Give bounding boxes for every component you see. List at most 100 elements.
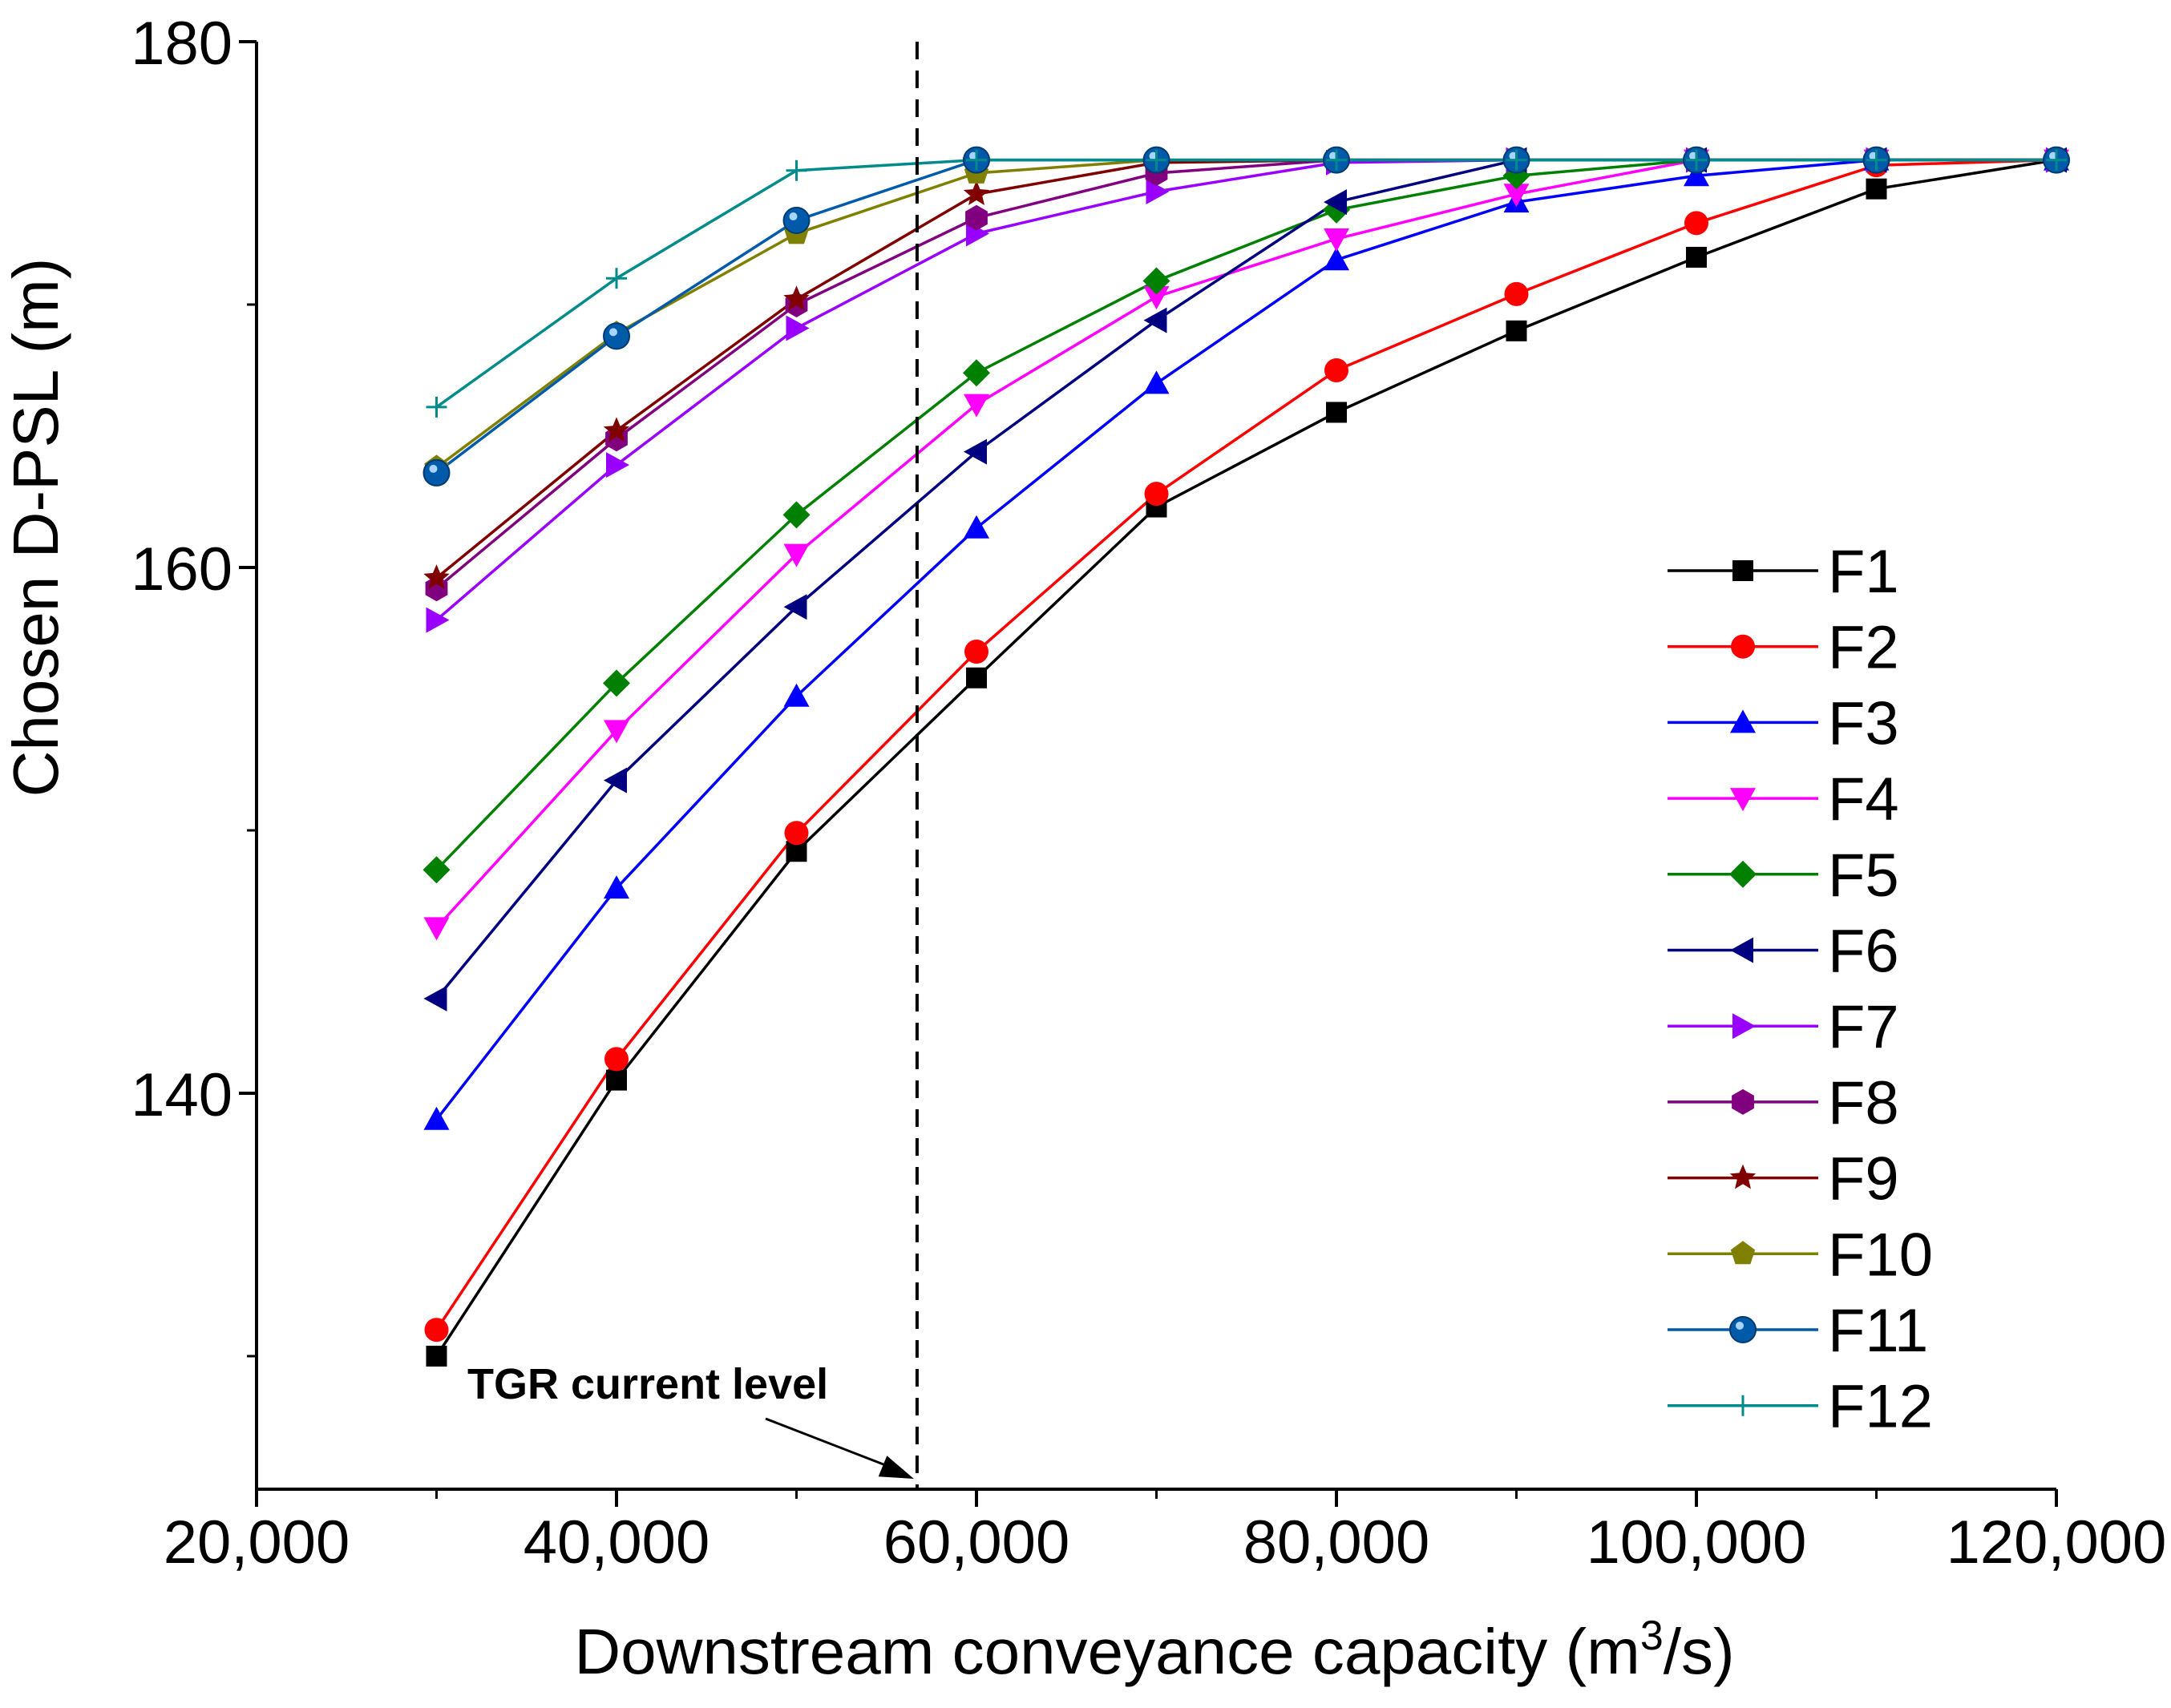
y-tick-label: 140 — [131, 1061, 232, 1129]
x-tick-label: 100,000 — [1587, 1508, 1807, 1577]
data-point-f6 — [964, 438, 987, 465]
data-point-f11 — [782, 207, 811, 235]
data-point-f12 — [1146, 149, 1167, 171]
legend-item-f1: F1 — [1668, 538, 1899, 606]
data-point-f3 — [1684, 163, 1709, 187]
data-point-f1 — [966, 667, 987, 688]
data-point-f12 — [2046, 149, 2067, 171]
data-point-f2 — [784, 821, 809, 846]
data-point-f12 — [606, 268, 627, 289]
data-point-f7 — [426, 607, 450, 633]
legend-label: F12 — [1828, 1373, 1933, 1441]
data-point-f12 — [1326, 149, 1347, 171]
legend-marker-f7 — [1732, 1013, 1756, 1040]
legend-label: F8 — [1828, 1069, 1899, 1137]
data-point-f12 — [426, 396, 447, 418]
data-point-f4 — [604, 720, 629, 744]
data-point-f6 — [604, 767, 627, 793]
data-point-f4 — [1503, 184, 1530, 208]
series-line-f3 — [435, 158, 2056, 1120]
data-point-f5 — [603, 669, 630, 697]
legend-label: F2 — [1828, 614, 1899, 682]
data-point-f5 — [963, 359, 990, 387]
legend-marker-f4 — [1730, 788, 1756, 812]
x-tick-label: 80,000 — [1243, 1508, 1429, 1577]
data-point-f5 — [782, 501, 811, 529]
data-point-f4 — [964, 394, 989, 418]
legend-marker-f3 — [1730, 709, 1756, 733]
legend-marker-f9 — [1729, 1164, 1757, 1189]
data-point-f1 — [606, 1069, 627, 1091]
annotation-arrow — [765, 1417, 899, 1472]
data-point-f3 — [604, 875, 629, 899]
y-tick-label: 160 — [131, 535, 232, 604]
data-point-f1 — [1686, 246, 1707, 268]
data-point-f7 — [786, 315, 810, 341]
x-tick-label: 120,000 — [1947, 1508, 2167, 1577]
data-point-f11 — [603, 322, 630, 350]
data-point-f6 — [423, 985, 447, 1011]
legend-label: F10 — [1828, 1221, 1933, 1289]
legend-item-f8: F8 — [1668, 1069, 1899, 1137]
data-point-f2 — [1324, 358, 1348, 382]
legend-item-f2: F2 — [1668, 614, 1899, 682]
legend-item-f5: F5 — [1668, 842, 1899, 910]
legend-item-f6: F6 — [1668, 918, 1899, 986]
data-point-f4 — [783, 543, 810, 567]
legend-item-f11: F11 — [1668, 1297, 1928, 1365]
legend-item-f10: F10 — [1668, 1221, 1933, 1289]
data-point-f3 — [1143, 370, 1170, 394]
legend-label: F1 — [1828, 538, 1899, 606]
data-point-f2 — [1684, 211, 1708, 236]
data-point-f1 — [1326, 402, 1347, 423]
data-point-f2 — [1504, 281, 1529, 306]
legend-marker-f5 — [1729, 860, 1757, 888]
data-point-f4 — [423, 917, 450, 941]
data-point-f2 — [604, 1047, 629, 1072]
legend-label: F3 — [1828, 689, 1899, 757]
data-point-f9 — [783, 285, 810, 311]
data-point-f1 — [1506, 320, 1527, 341]
data-point-f6 — [783, 594, 807, 620]
legend: F1 F2 F3 F4 F5 F6 F7 F8 F9 F10 F11 F12 — [1668, 538, 1933, 1441]
data-point-f7 — [1146, 178, 1170, 204]
data-point-f1 — [426, 1346, 447, 1367]
series-line-f12 — [435, 158, 2056, 409]
data-point-f12 — [1506, 149, 1527, 171]
data-point-f12 — [1686, 149, 1707, 171]
series-line-f2 — [435, 158, 2057, 1331]
data-point-f12 — [1866, 149, 1887, 171]
data-point-f8 — [965, 204, 988, 231]
legend-label: F9 — [1828, 1145, 1899, 1213]
data-point-f9 — [963, 180, 990, 205]
annotation-arrowhead — [878, 1456, 914, 1479]
data-point-f9 — [423, 564, 450, 589]
legend-label: F11 — [1828, 1297, 1928, 1365]
legend-marker-f12 — [1732, 1395, 1753, 1416]
legend-marker-f1 — [1732, 560, 1753, 581]
data-point-f3 — [1324, 247, 1349, 271]
x-axis-title: Downstream conveyance capacity (m3/s) — [574, 1613, 1734, 1687]
data-point-f6 — [1324, 189, 1347, 216]
data-point-f11 — [422, 458, 451, 487]
x-tick-label: 60,000 — [883, 1508, 1069, 1577]
data-point-f5 — [1323, 196, 1350, 224]
series-line-f1 — [435, 158, 2057, 1357]
legend-marker-f11 — [1729, 1316, 1757, 1343]
legend-item-f3: F3 — [1668, 689, 1899, 757]
data-point-f3 — [423, 1106, 450, 1130]
legend-item-f4: F4 — [1668, 765, 1899, 834]
data-point-f7 — [606, 452, 629, 478]
legend-label: F6 — [1828, 918, 1899, 986]
legend-marker-f2 — [1731, 634, 1755, 659]
legend-marker-f10 — [1730, 1241, 1756, 1265]
legend-item-f7: F7 — [1668, 993, 1899, 1061]
x-tick-label: 20,000 — [164, 1508, 350, 1577]
annotation-label: TGR current level — [467, 1360, 828, 1408]
legend-label: F5 — [1828, 842, 1899, 910]
y-tick-label: 180 — [131, 10, 232, 78]
data-point-f2 — [964, 639, 988, 664]
data-point-f3 — [783, 683, 810, 707]
